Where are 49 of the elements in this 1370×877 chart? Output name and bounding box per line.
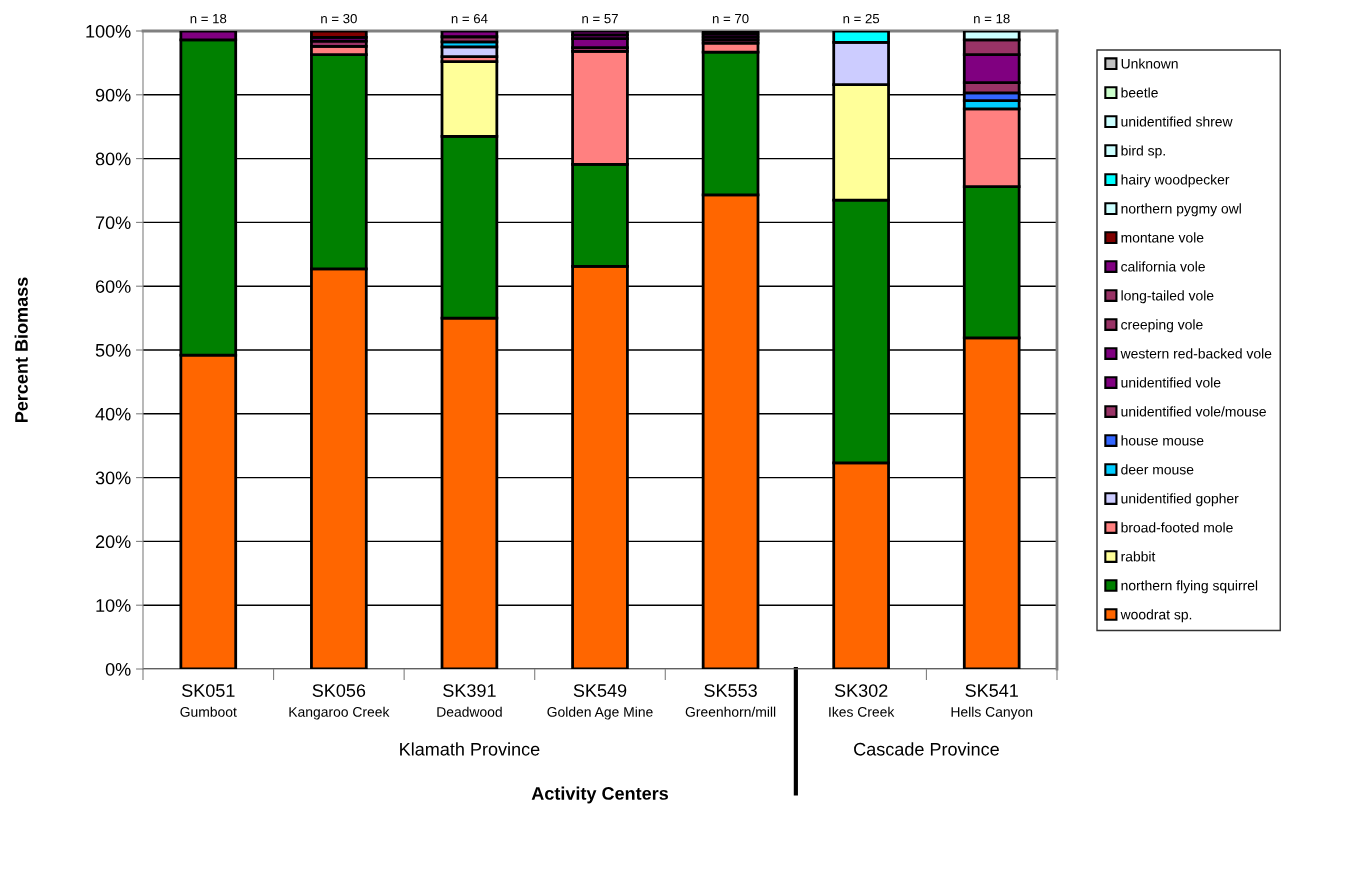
y-tick-label: 0%	[105, 662, 131, 676]
legend-label: house mouse	[1121, 435, 1204, 446]
legend-label: unidentified shrew	[1121, 116, 1233, 127]
legend-label: rabbit	[1121, 551, 1156, 562]
legend-label: deer mouse	[1121, 464, 1194, 475]
legend-label: beetle	[1121, 87, 1158, 98]
text: n = 18	[974, 13, 1010, 24]
y-tick-label: 50%	[95, 343, 131, 357]
legend-label: Unknown	[1121, 58, 1178, 69]
legend-label: northern flying squirrel	[1121, 580, 1258, 594]
legend-label: long-tailed vole	[1121, 290, 1214, 304]
legend-label: hairy woodpecker	[1121, 174, 1230, 188]
x-tick-label: SK056 Kangaroo Creek	[289, 684, 390, 720]
legend-label: western red-backed vole	[1120, 348, 1272, 359]
legend-label: unidentified vole/mouse	[1121, 406, 1266, 417]
y-tick-label: 60%	[95, 280, 131, 293]
text: n = 25	[843, 13, 880, 24]
y-tick-label: 80%	[95, 152, 131, 166]
text: n = 64	[451, 13, 488, 24]
x-tick-label: SK391 Deadwood	[437, 684, 502, 717]
x-axis-title: Activity Centers	[531, 786, 668, 804]
y-axis-title: Percent Biomass	[14, 277, 28, 423]
legend-label: broad-footed mole	[1121, 522, 1233, 533]
x-tick-label: SK302 Ikes Creek	[829, 684, 895, 717]
y-tick-label: 10%	[96, 599, 131, 612]
legend-label: montane vole	[1121, 232, 1204, 243]
text: n = 30	[321, 13, 357, 24]
y-tick-label: 70%	[95, 216, 131, 230]
legend-label: bird sp.	[1121, 145, 1165, 159]
text: Klamath Province	[400, 742, 540, 756]
legend-label: unidentified gopher	[1121, 493, 1239, 507]
legend-label: unidentified vole	[1121, 377, 1221, 388]
text: n = 18	[190, 13, 227, 24]
x-tick-label: SK549 Golden Age Mine	[547, 684, 653, 720]
y-tick-label: 100%	[86, 24, 131, 38]
x-tick-label: SK553 Greenhorn/mill	[685, 684, 776, 717]
y-tick-label: 40%	[95, 407, 131, 421]
y-tick-label: 20%	[95, 535, 131, 549]
legend-label: california vole	[1121, 261, 1205, 272]
legend-label: northern pygmy owl	[1121, 203, 1241, 217]
text: n = 57	[582, 14, 618, 24]
x-tick-label: SK541 Hells Canyon	[951, 684, 1033, 720]
x-tick-label: SK051 Gumboot	[180, 684, 237, 717]
legend-label: woodrat sp.	[1120, 609, 1192, 623]
y-tick-label: 90%	[95, 88, 131, 102]
text: Cascade Province	[854, 742, 999, 756]
y-tick-label: 30%	[95, 471, 131, 485]
text: n = 70	[712, 13, 749, 24]
legend-label: creeping vole	[1121, 319, 1203, 333]
